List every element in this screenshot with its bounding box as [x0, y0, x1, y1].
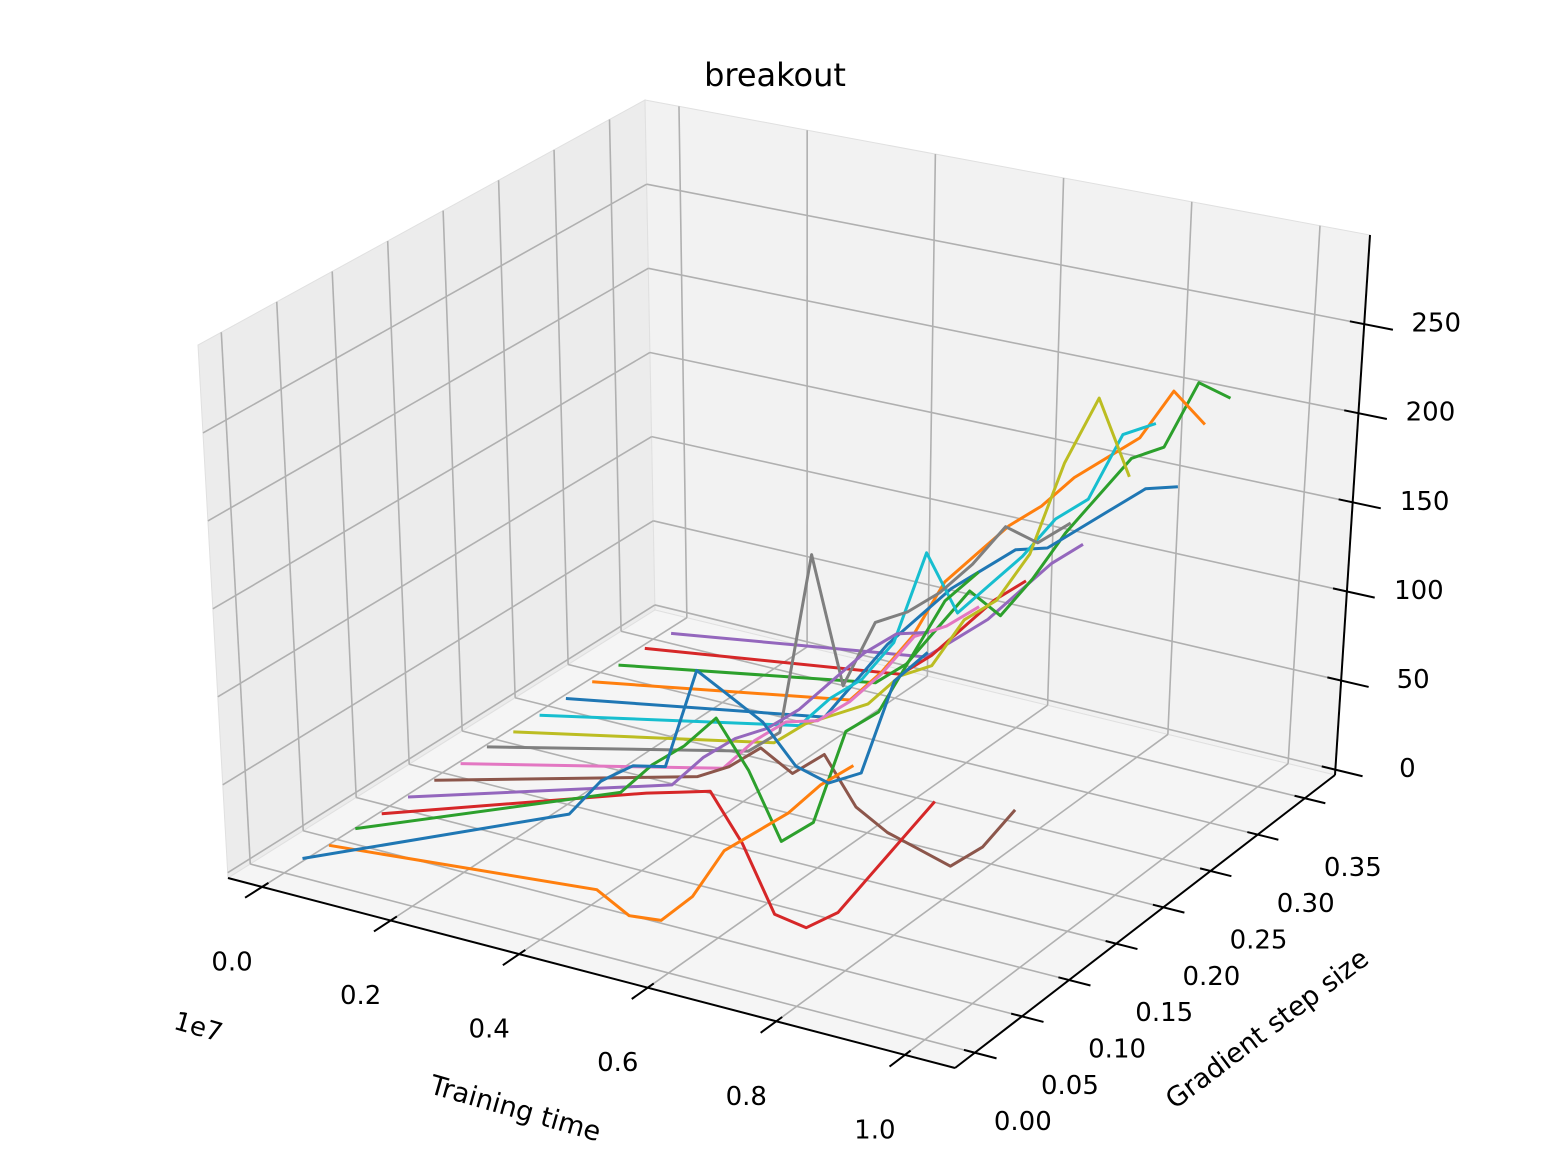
series-line [381, 789, 936, 930]
series-line [328, 764, 855, 922]
grid-line [250, 863, 976, 1054]
series-line [513, 396, 1131, 745]
z-tick [1349, 320, 1394, 331]
x-tick [502, 949, 526, 967]
grid-line [1167, 201, 1193, 735]
grid-line [775, 733, 1169, 1022]
series-line [302, 651, 929, 860]
y-tick-label: 0.20 [1182, 962, 1240, 992]
z-tick [1338, 498, 1381, 510]
x-tick [631, 982, 655, 1000]
z-tick [1332, 587, 1375, 599]
grid-line [1046, 177, 1065, 706]
panes [197, 99, 1371, 1069]
grid-line [217, 435, 653, 698]
x-axis [227, 877, 956, 1069]
grid-line [261, 617, 688, 888]
grid-line [514, 697, 1211, 872]
grid-line [647, 704, 1049, 989]
z-tick-label: 0 [1399, 754, 1416, 784]
x-tick-label: 0.4 [469, 1015, 510, 1045]
z-tick-label: 150 [1400, 487, 1450, 517]
grid-line [648, 267, 1359, 415]
labels: 0.0 0.2 0.4 0.6 0.8 1.0 0.00 0.05 0.10 0.15 0.20 0.… [211, 309, 1461, 1146]
grid-line [356, 796, 1070, 981]
y-axis [954, 774, 1336, 1069]
grid-line [202, 183, 648, 434]
z-tick [1321, 765, 1363, 778]
x-tick-label: 0.8 [726, 1082, 767, 1112]
z-tick-label: 100 [1394, 576, 1444, 606]
z-tick-label: 250 [1411, 309, 1461, 339]
grid-line [222, 520, 654, 786]
grid-line [620, 630, 1306, 800]
x-axis-label: Training time [425, 1070, 604, 1149]
grid-line [646, 183, 1365, 325]
grid-line [207, 267, 649, 522]
grid-line [227, 604, 656, 874]
x-tick [888, 1049, 912, 1068]
x-tick [760, 1016, 783, 1034]
x-offset-label: 1e7 [170, 1006, 225, 1048]
series-line [565, 485, 1178, 719]
axes [227, 234, 1394, 1069]
y-tick [1247, 831, 1279, 841]
z-tick-label: 200 [1406, 398, 1456, 428]
grid-line [651, 435, 1348, 593]
x-tick-label: 0.6 [597, 1048, 638, 1078]
y-tick [1105, 940, 1138, 951]
y-tick-label: 0.15 [1135, 998, 1193, 1028]
y-tick [1152, 903, 1185, 914]
z-tick [1344, 409, 1388, 420]
grid-line [567, 663, 1258, 836]
grid-line [904, 762, 1289, 1056]
x-tick-label: 1.0 [854, 1115, 895, 1145]
series-line [539, 422, 1157, 728]
chart-title: breakout [704, 56, 846, 94]
lines [302, 381, 1232, 930]
y-tick [1199, 867, 1232, 878]
grid-line [926, 154, 937, 677]
x-tick-label: 0.2 [340, 981, 381, 1011]
y-tick [1058, 976, 1091, 987]
grid-line [461, 730, 1164, 909]
y-tick [1294, 794, 1326, 805]
y-tick [1010, 1012, 1044, 1023]
x-tick [373, 915, 398, 933]
y-tick-label: 0.10 [1088, 1035, 1146, 1065]
z-tick-label: 50 [1397, 665, 1430, 695]
grid-line [212, 351, 651, 610]
grid-line [408, 763, 1117, 945]
z-tick [1327, 676, 1369, 688]
series-line [670, 543, 1084, 659]
grid-line [654, 604, 1336, 771]
grid-line [678, 106, 688, 618]
x-tick [244, 882, 269, 899]
y-tick [963, 1048, 997, 1060]
y-tick-label: 0.00 [994, 1107, 1052, 1137]
grid-line [1287, 225, 1321, 764]
series-line [407, 630, 930, 799]
y-tick-label: 0.25 [1230, 925, 1288, 955]
x-tick-label: 0.0 [211, 947, 252, 977]
y-tick-label: 0.35 [1324, 853, 1382, 883]
y-tick-label: 0.30 [1277, 889, 1335, 919]
grid-line [649, 351, 1353, 504]
z-axis [1334, 234, 1371, 776]
y-tick-label: 0.05 [1041, 1071, 1099, 1101]
